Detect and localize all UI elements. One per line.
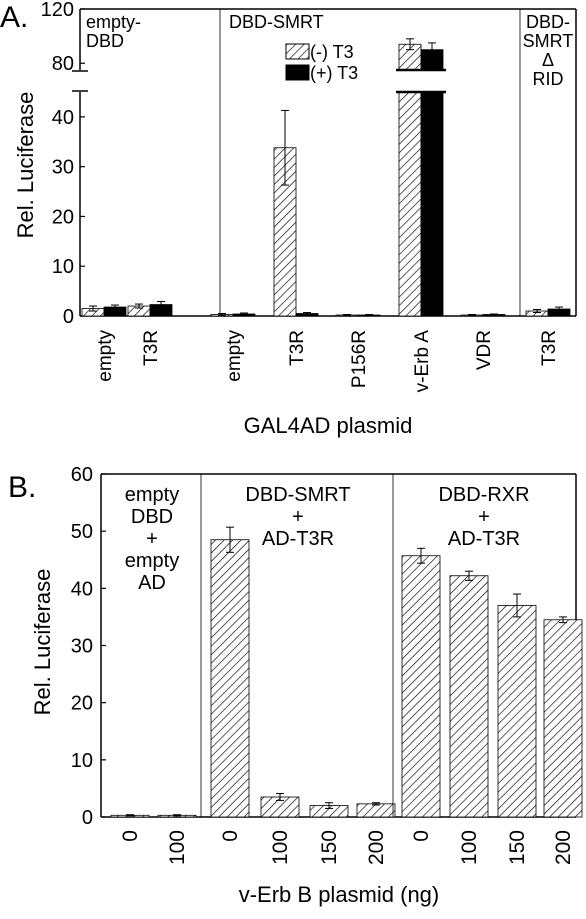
x-tick-label: VDR — [474, 330, 495, 370]
y-tick-label: 10 — [52, 256, 74, 278]
legend: (-) T3 (+) T3 — [285, 42, 358, 83]
legend-swatch-plus-t3 — [285, 64, 310, 81]
group-label: empty — [125, 550, 179, 572]
group-label: SMRT — [523, 31, 574, 51]
group-label: + — [292, 506, 304, 528]
y-tick-label: 30 — [71, 636, 93, 658]
panel-a-label: A. — [0, 1, 28, 34]
panel-a-xlabel: GAL4AD plasmid — [244, 413, 413, 438]
x-tick-label: empty — [95, 330, 116, 382]
group-label: DBD- — [526, 12, 570, 32]
panel-b-xlabel: v-Erb B plasmid (ng) — [239, 882, 440, 907]
x-tick-label: 0 — [219, 830, 242, 842]
y-tick-label: 0 — [63, 306, 74, 328]
group-label: RID — [533, 69, 564, 89]
x-tick-label: 0 — [410, 830, 433, 842]
y-tick-label: 50 — [71, 521, 93, 543]
y-tick-label: 20 — [71, 693, 93, 715]
x-tick-label: T3R — [287, 330, 308, 366]
group-label: empty — [125, 484, 179, 506]
group-label: DBD-RXR — [438, 484, 529, 506]
bar — [401, 555, 441, 818]
x-tick-label: 150 — [506, 830, 529, 865]
legend-swatch-minus-t3 — [285, 43, 310, 60]
bar — [356, 803, 396, 818]
y-tick-label: 0 — [82, 807, 93, 829]
group-label: AD-T3R — [448, 528, 520, 550]
x-tick-label: empty — [224, 330, 245, 382]
panel-a-ylabel: Rel. Luciferase — [13, 92, 38, 239]
group-label: DBD — [131, 506, 173, 528]
group-label: DBD-SMRT — [229, 12, 324, 32]
axis-break-gap — [70, 70, 86, 92]
panel-b-label: B. — [8, 471, 36, 504]
x-tick-label: 100 — [269, 830, 292, 865]
y-tick-label: 40 — [52, 107, 74, 129]
x-tick-label: v-Erb A — [412, 330, 433, 393]
bar — [449, 575, 489, 818]
group-label: DBD — [86, 31, 124, 51]
x-tick-label: 200 — [365, 830, 388, 865]
x-tick-label: 150 — [318, 830, 341, 865]
group-label: empty- — [86, 12, 141, 32]
x-tick-label: 100 — [458, 830, 481, 865]
y-tick-label: 40 — [71, 578, 93, 600]
x-tick-label: 100 — [166, 830, 189, 865]
group-label: DBD-SMRT — [245, 484, 350, 506]
legend-label-plus-t3: (+) T3 — [310, 63, 358, 83]
group-label: AD-T3R — [262, 528, 334, 550]
y-tick-label: 10 — [71, 750, 93, 772]
y-tick-label: 80 — [52, 53, 74, 75]
x-tick-label: T3R — [539, 330, 560, 366]
bar — [497, 605, 537, 818]
bar — [210, 539, 250, 818]
bar — [543, 619, 583, 818]
panel-a-chart: 0 10 20 30 40 80 120 empty T3R empty T3R P156R v-Erb… — [41, 0, 574, 392]
group-label: + — [478, 506, 490, 528]
group-label: + — [146, 528, 158, 550]
x-tick-label: 0 — [119, 830, 142, 842]
bar-break-gap — [396, 71, 446, 91]
group-label: AD — [138, 572, 166, 594]
y-tick-label: 20 — [52, 206, 74, 228]
panel-b-ylabel: Rel. Luciferase — [30, 569, 55, 716]
y-tick-label: 60 — [71, 464, 93, 486]
group-label: Δ — [542, 50, 554, 70]
x-tick-label: P156R — [349, 330, 370, 388]
y-tick-label: 30 — [52, 157, 74, 179]
x-tick-label: T3R — [141, 330, 162, 366]
x-tick-label: 200 — [552, 830, 575, 865]
y-tick-label: 120 — [41, 0, 74, 21]
legend-label-minus-t3: (-) T3 — [310, 42, 354, 62]
panel-b-chart: 0 10 20 30 40 50 60 0 100 0 100 150 200 0 100 150 200 emp… — [71, 464, 583, 865]
